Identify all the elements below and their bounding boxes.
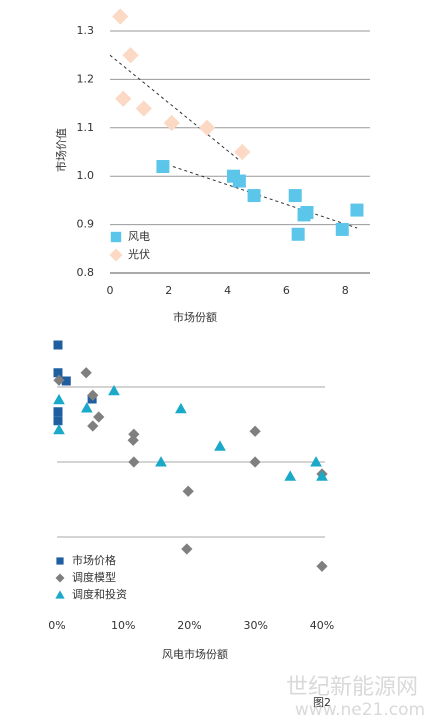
point — [87, 389, 99, 401]
x-tick-label: 2 — [165, 284, 172, 297]
y-tick-label: 0.8 — [77, 266, 95, 279]
point — [112, 8, 129, 25]
point — [80, 367, 92, 379]
y-axis-label: 市场价值 — [54, 128, 68, 172]
point — [135, 100, 152, 117]
y-tick-label: 1.3 — [77, 24, 95, 37]
point — [53, 423, 65, 435]
legend-label: 调度和投资 — [72, 587, 127, 601]
point — [128, 456, 140, 468]
point — [53, 407, 63, 417]
y-tick-label: 1.0 — [77, 169, 95, 182]
trend-line — [172, 166, 358, 229]
point — [87, 420, 99, 432]
legend-marker — [55, 573, 65, 583]
point — [198, 119, 216, 136]
point — [350, 203, 364, 217]
legend-label: 市场价格 — [72, 553, 116, 567]
x-tick-label: 0% — [48, 619, 65, 632]
point — [115, 90, 132, 107]
point — [156, 160, 170, 174]
point — [234, 143, 251, 161]
y-tick-label: 1.1 — [77, 121, 95, 134]
point — [61, 376, 71, 386]
point — [310, 456, 322, 467]
point — [335, 222, 349, 236]
point — [53, 374, 65, 386]
point — [122, 47, 139, 64]
point — [316, 470, 328, 481]
point — [249, 456, 261, 468]
x-axis-label: 风电市场份额 — [162, 647, 228, 661]
point — [232, 174, 246, 188]
legend-marker — [55, 590, 65, 599]
point — [249, 425, 261, 437]
point — [214, 440, 226, 451]
point — [93, 411, 105, 423]
legend-marker — [110, 231, 122, 243]
legend-marker — [109, 248, 123, 262]
x-tick-label: 6 — [283, 284, 290, 297]
point — [53, 393, 65, 405]
y-tick-label: 0.9 — [77, 218, 95, 231]
figure-label: 图2 — [313, 696, 331, 709]
x-tick-label: 4 — [224, 284, 231, 297]
point — [300, 206, 314, 219]
point — [127, 434, 139, 446]
x-axis-label: 市场份额 — [173, 310, 217, 324]
point — [291, 227, 305, 241]
x-tick-label: 30% — [244, 619, 268, 632]
x-tick-label: 10% — [111, 619, 135, 632]
point — [80, 402, 93, 413]
trend-line — [109, 54, 240, 161]
y-tick-label: 1.2 — [77, 72, 95, 85]
point — [182, 485, 194, 497]
point — [175, 402, 187, 414]
point — [155, 456, 167, 467]
point — [247, 189, 261, 203]
watermark-url: www.ne21.com — [295, 700, 425, 720]
point — [316, 560, 328, 572]
point — [53, 340, 63, 350]
point — [53, 368, 63, 378]
x-tick-label: 40% — [310, 619, 334, 632]
point — [181, 543, 193, 555]
point — [288, 189, 302, 203]
watermark: 世纪新能源网 — [286, 675, 418, 700]
point — [108, 384, 120, 396]
point — [163, 114, 180, 132]
legend-label: 风电 — [128, 230, 150, 243]
x-tick-label: 0 — [107, 284, 114, 297]
legend-marker — [56, 557, 64, 565]
x-tick-label: 20% — [177, 619, 201, 632]
point — [284, 470, 297, 481]
legend-label: 调度模型 — [72, 570, 116, 584]
point — [53, 416, 63, 426]
legend-label: 光伏 — [128, 247, 150, 261]
x-tick-label: 8 — [342, 284, 349, 297]
